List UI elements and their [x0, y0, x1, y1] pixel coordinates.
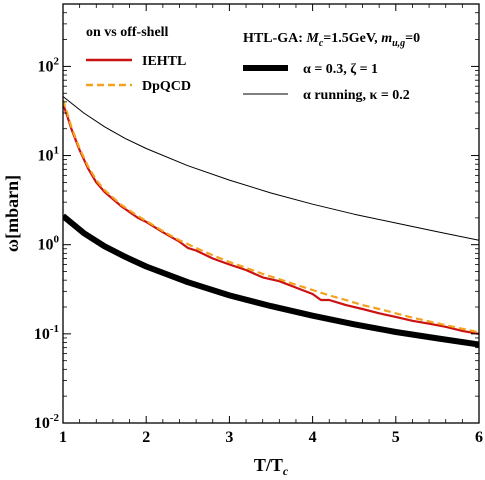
y-tick-label: 10-1 [34, 323, 59, 343]
ticks-layer [62, 3, 480, 424]
x-tick-label: 5 [392, 429, 400, 446]
series-line--running-0-2 [63, 96, 479, 241]
series-line-dpqcd [63, 99, 479, 334]
y-axis-label: ω[mbarn] [2, 175, 22, 252]
x-tick-label: 3 [225, 429, 233, 446]
legend-left-title: on vs off-shell [86, 25, 169, 40]
series-line-iehtl [63, 103, 479, 335]
x-tick-label: 2 [142, 429, 150, 446]
legend-label: α running, κ = 0.2 [303, 88, 410, 103]
y-tick-label: 100 [38, 234, 60, 254]
x-tick-label: 4 [309, 429, 317, 446]
legend-label: IEHTL [142, 54, 186, 69]
labels-layer: 1 2 3 4 5 6 10-2 10-1 100 101 102 T/Tc ω[mbarn] [2, 55, 483, 478]
legend-right-title: HTL-GA: Mc=1.5GeV, mu,g=0 [243, 31, 420, 49]
series-line--0-3-1 [63, 213, 479, 348]
y-tick-label: 102 [38, 55, 60, 75]
legend-label: DpQCD [142, 79, 191, 94]
y-tick-label: 101 [38, 145, 60, 165]
series-layer [63, 96, 479, 348]
plot-frame [62, 3, 480, 424]
legend-layer: on vs off-shell IEHTL DpQCD HTL-GA: Mc=1.5G… [86, 25, 420, 103]
x-axis-label: T/Tc [254, 455, 289, 478]
x-tick-label: 1 [59, 429, 67, 446]
legend-label: α = 0.3, ζ = 1 [303, 62, 378, 77]
x-tick-label: 6 [475, 429, 483, 446]
y-tick-label: 10-2 [34, 412, 60, 432]
